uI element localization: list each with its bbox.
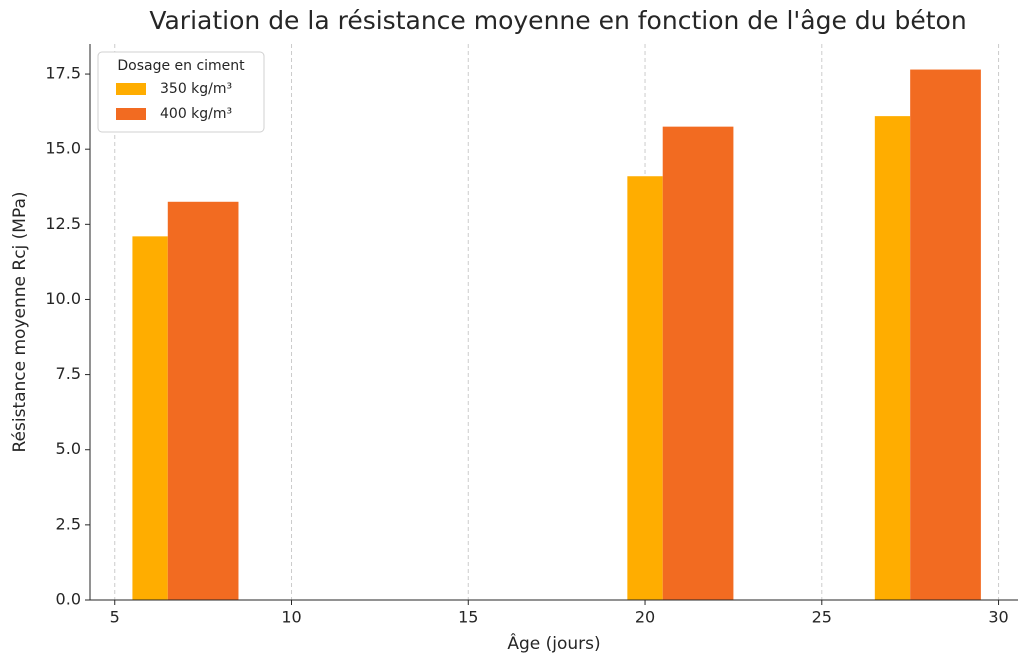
x-axis-label: Âge (jours) <box>507 632 600 654</box>
x-tick-label: 25 <box>812 608 832 627</box>
y-axis-label: Résistance moyenne Rcj (MPa) <box>10 191 30 452</box>
y-tick-label: 5.0 <box>56 439 81 458</box>
bar <box>167 201 239 600</box>
legend-label: 400 kg/m³ <box>160 106 232 122</box>
y-tick-label: 2.5 <box>56 514 81 533</box>
x-tick-label: 30 <box>988 608 1008 627</box>
legend-swatch <box>116 108 146 120</box>
y-tick-label: 0.0 <box>56 590 81 609</box>
x-tick-label: 10 <box>281 608 301 627</box>
bar <box>132 236 168 600</box>
y-tick-label: 7.5 <box>56 364 81 383</box>
bar <box>874 116 911 600</box>
x-tick-label: 15 <box>458 608 478 627</box>
y-tick-label: 12.5 <box>45 214 81 233</box>
legend-label: 350 kg/m³ <box>160 81 232 97</box>
bar <box>662 126 734 600</box>
y-tick-label: 15.0 <box>45 139 81 158</box>
y-tick-label: 10.0 <box>45 289 81 308</box>
bar <box>910 69 981 600</box>
x-tick-label: 5 <box>110 608 120 627</box>
bar <box>627 176 663 600</box>
y-tick-label: 17.5 <box>45 64 81 83</box>
legend-swatch <box>116 83 146 95</box>
chart-title: Variation de la résistance moyenne en fo… <box>149 6 966 35</box>
legend-title: Dosage en ciment <box>117 58 245 74</box>
x-tick-label: 20 <box>635 608 655 627</box>
